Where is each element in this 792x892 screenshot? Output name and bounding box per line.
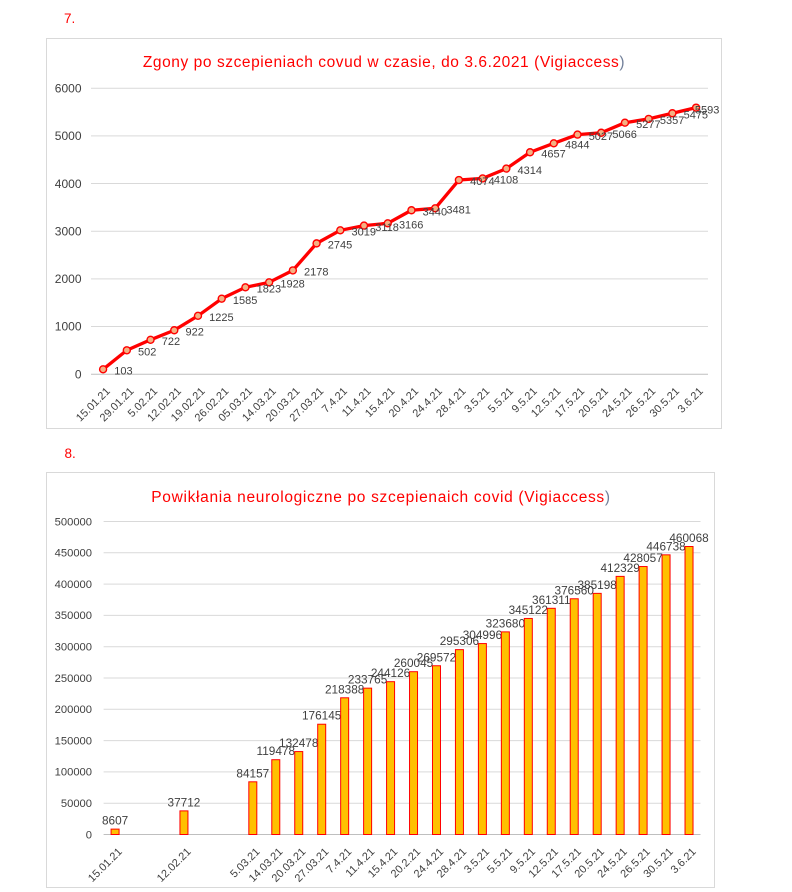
svg-text:3166: 3166 (399, 220, 423, 232)
svg-text:100000: 100000 (55, 767, 92, 779)
svg-text:345122: 345122 (509, 603, 548, 617)
svg-text:5000: 5000 (55, 129, 82, 143)
svg-text:84157: 84157 (236, 766, 269, 780)
svg-text:3118: 3118 (375, 222, 399, 234)
svg-text:3019: 3019 (352, 227, 376, 239)
svg-text:1225: 1225 (209, 312, 233, 324)
svg-text:0: 0 (86, 829, 92, 841)
svg-text:376560: 376560 (555, 583, 595, 597)
svg-text:304996: 304996 (463, 628, 503, 642)
svg-text:450000: 450000 (55, 548, 92, 560)
svg-text:Zgony po szcepieniach covud w: Zgony po szcepieniach covud w czasie, do… (143, 54, 625, 71)
svg-text:2745: 2745 (328, 240, 352, 252)
svg-text:150000: 150000 (55, 735, 92, 747)
svg-text:412329: 412329 (600, 561, 639, 575)
svg-text:50000: 50000 (61, 798, 92, 810)
svg-text:922: 922 (185, 326, 203, 338)
svg-text:250000: 250000 (55, 673, 92, 685)
svg-text:3.6.21: 3.6.21 (676, 385, 706, 415)
svg-text:3.5.21: 3.5.21 (462, 385, 492, 415)
svg-text:502: 502 (138, 346, 156, 358)
svg-text:2000: 2000 (55, 272, 82, 286)
svg-text:5593: 5593 (695, 104, 719, 116)
svg-text:3440: 3440 (423, 206, 447, 218)
svg-text:722: 722 (162, 336, 180, 348)
svg-text:5277: 5277 (636, 119, 660, 131)
svg-text:103: 103 (114, 365, 132, 377)
svg-text:4657: 4657 (541, 148, 565, 160)
svg-text:5.5.21: 5.5.21 (486, 385, 516, 415)
svg-text:1928: 1928 (280, 279, 304, 291)
svg-text:15.01.21: 15.01.21 (86, 846, 125, 885)
svg-text:8607: 8607 (102, 814, 128, 828)
svg-text:37712: 37712 (168, 795, 201, 809)
svg-text:269572: 269572 (417, 650, 456, 664)
svg-text:132478: 132478 (279, 736, 319, 750)
svg-text:12.02.21: 12.02.21 (155, 846, 194, 885)
svg-text:5027: 5027 (589, 131, 613, 143)
svg-text:233765: 233765 (348, 673, 388, 687)
svg-text:200000: 200000 (55, 704, 92, 716)
svg-text:260045: 260045 (394, 656, 434, 670)
svg-text:0: 0 (75, 367, 82, 381)
svg-text:361311: 361311 (532, 593, 571, 607)
svg-text:2178: 2178 (304, 267, 328, 279)
svg-text:300000: 300000 (55, 642, 92, 654)
svg-text:4074: 4074 (470, 176, 494, 188)
svg-text:400000: 400000 (55, 579, 92, 591)
svg-text:119478: 119478 (257, 744, 296, 758)
svg-text:5066: 5066 (612, 129, 636, 141)
svg-text:295306: 295306 (440, 634, 480, 648)
svg-text:4844: 4844 (565, 140, 589, 152)
svg-text:3481: 3481 (446, 205, 470, 217)
svg-text:176145: 176145 (302, 709, 342, 723)
svg-text:4000: 4000 (55, 177, 82, 191)
svg-text:4314: 4314 (518, 165, 542, 177)
svg-text:Powikłania neurologiczne po sz: Powikłania neurologiczne po szcepienaich… (151, 489, 610, 506)
svg-text:385198: 385198 (578, 578, 618, 592)
svg-text:350000: 350000 (55, 610, 92, 622)
svg-text:1823: 1823 (257, 284, 281, 296)
svg-text:218388: 218388 (325, 682, 365, 696)
svg-text:3.6.21: 3.6.21 (669, 846, 699, 876)
svg-text:460068: 460068 (669, 531, 709, 545)
svg-text:244126: 244126 (371, 666, 411, 680)
svg-text:500000: 500000 (55, 516, 92, 528)
svg-text:4108: 4108 (494, 175, 518, 187)
svg-text:5357: 5357 (660, 115, 684, 127)
svg-text:446738: 446738 (646, 539, 686, 553)
svg-text:428057: 428057 (623, 551, 662, 565)
svg-text:3000: 3000 (55, 224, 82, 238)
svg-text:5475: 5475 (684, 109, 708, 121)
svg-text:1585: 1585 (233, 295, 257, 307)
svg-text:6000: 6000 (55, 81, 82, 95)
svg-text:323680: 323680 (486, 616, 526, 630)
svg-text:1000: 1000 (55, 320, 82, 334)
